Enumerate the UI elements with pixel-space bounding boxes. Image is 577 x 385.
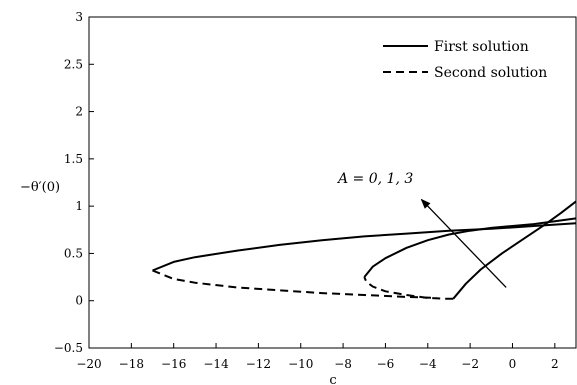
first-solution-curve-2 <box>363 217 577 278</box>
x-axis-label: c <box>329 373 336 385</box>
annotation-arrow <box>420 198 507 288</box>
y-tick-label: 0 <box>75 294 83 308</box>
x-tick-label: −14 <box>203 357 229 371</box>
x-tick-label: −18 <box>119 357 144 371</box>
y-tick-label: 2.5 <box>64 57 83 71</box>
x-tick-label: −4 <box>419 357 437 371</box>
first-solution-curve-0 <box>452 200 577 300</box>
x-tick-label: −20 <box>76 357 101 371</box>
x-tick-label: 2 <box>551 357 559 371</box>
x-axis-ticks: −20 −18 −16 −14 −12 −10 −8 −6 −4 −2 0 2 <box>76 343 559 371</box>
x-tick-label: −12 <box>246 357 271 371</box>
x-tick-label: 0 <box>509 357 517 371</box>
y-tick-label: 1 <box>75 199 83 213</box>
y-tick-label: −0.5 <box>54 341 83 355</box>
y-tick-label: 1.5 <box>64 152 83 166</box>
legend: First solution Second solution <box>383 39 547 81</box>
series-layer <box>152 200 577 300</box>
first-solution-curve-4 <box>152 222 577 272</box>
y-tick-label: 0.5 <box>64 246 83 260</box>
annotation-label: A = 0, 1, 3 <box>336 171 413 187</box>
y-tick-label: 3 <box>75 10 83 24</box>
plot-frame <box>88 16 577 349</box>
legend-label-first-solution: First solution <box>434 39 529 55</box>
second-solution-curve-1 <box>363 276 454 300</box>
x-tick-label: −6 <box>377 357 395 371</box>
y-axis-label: −θ′(0) <box>20 180 60 195</box>
second-solution-curve-3 <box>152 269 437 299</box>
x-tick-label: −8 <box>334 357 352 371</box>
y-tick-label: 2 <box>75 105 83 119</box>
legend-label-second-solution: Second solution <box>434 65 547 81</box>
y-axis-ticks: −0.5 0 0.5 1 1.5 2 2.5 3 <box>54 10 94 355</box>
x-tick-label: −16 <box>161 357 186 371</box>
x-tick-label: −10 <box>288 357 313 371</box>
x-tick-label: −2 <box>461 357 479 371</box>
